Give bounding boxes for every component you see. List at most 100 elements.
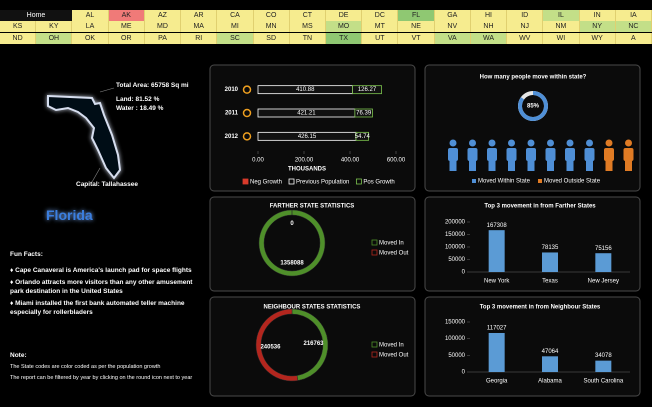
- state-cell[interactable]: NC: [615, 21, 652, 33]
- x-tick-label: Texas: [542, 279, 558, 285]
- state-cell[interactable]: KY: [36, 21, 73, 33]
- data-label: 78135: [542, 245, 559, 251]
- state-cell[interactable]: DE: [326, 10, 363, 21]
- state-cell[interactable]: CO: [253, 10, 290, 21]
- person-icon: [625, 160, 632, 171]
- state-cell[interactable]: ND: [0, 32, 37, 44]
- state-cell[interactable]: WY: [579, 32, 616, 44]
- state-cell[interactable]: NH: [470, 21, 508, 33]
- state-cell[interactable]: CA: [217, 10, 254, 21]
- state-cell[interactable]: OR: [108, 32, 145, 44]
- x-tick-label: South Carolina: [583, 379, 623, 385]
- leader-line: [91, 167, 101, 183]
- legend-label: Moved Out: [379, 251, 409, 257]
- state-cell[interactable]: LA: [72, 21, 109, 33]
- legend-swatch: [371, 351, 378, 358]
- y-tick-label: 50000: [448, 257, 465, 263]
- state-cell[interactable]: OK: [72, 32, 109, 44]
- state-cell[interactable]: NJ: [507, 21, 544, 33]
- chart-title: Top 3 movement in from Neighbour States: [480, 305, 601, 311]
- state-cell[interactable]: WI: [543, 32, 580, 44]
- year-filter[interactable]: [242, 108, 252, 118]
- state-cell[interactable]: NY: [579, 21, 616, 33]
- data-label: 117027: [487, 326, 507, 332]
- state-cell[interactable]: IA: [615, 10, 652, 21]
- state-cell[interactable]: AR: [181, 10, 218, 21]
- fun-facts-title: Fun Facts:: [10, 251, 43, 258]
- state-cell[interactable]: MS: [289, 21, 326, 33]
- state-cell[interactable]: MI: [217, 21, 254, 33]
- state-cell[interactable]: PA: [144, 32, 182, 44]
- y-tick-label: 2010: [225, 87, 239, 93]
- data-label: 421.21: [297, 111, 316, 117]
- home-button[interactable]: Home: [0, 10, 72, 21]
- state-cell[interactable]: SC: [217, 32, 254, 44]
- state-cell[interactable]: SD: [253, 32, 290, 44]
- state-cell[interactable]: NV: [434, 21, 471, 33]
- person-icon: [449, 139, 457, 147]
- state-cell[interactable]: IL: [543, 10, 580, 21]
- person-icon: [545, 148, 556, 161]
- legend-label: Moved In: [379, 241, 404, 247]
- state-cell[interactable]: VA: [434, 32, 471, 44]
- fun-fact: ♦ Miami installed the first bank automat…: [10, 300, 185, 316]
- person-icon: [565, 148, 575, 161]
- state-cell[interactable]: OH: [36, 32, 73, 44]
- x-tick-label: New Jersey: [588, 279, 619, 285]
- y-tick-label: 200000: [445, 220, 466, 226]
- legend-label: Moved Within State: [478, 179, 531, 185]
- person-icon: [508, 139, 515, 147]
- state-cell[interactable]: HI: [470, 10, 508, 21]
- state-cell[interactable]: A: [615, 32, 652, 44]
- fun-facts: ♦ Cape Canaveral is America's launch pad…: [10, 266, 205, 317]
- x-tick-label: 0.00: [252, 158, 264, 164]
- state-cell[interactable]: FL: [398, 10, 435, 21]
- year-filter[interactable]: [242, 132, 252, 141]
- state-cell[interactable]: VT: [398, 32, 435, 44]
- x-tick-label: Alabama: [538, 379, 562, 385]
- state-cell[interactable]: RI: [181, 32, 218, 44]
- state-cell[interactable]: MD: [144, 21, 182, 33]
- state-cell[interactable]: ME: [108, 21, 145, 33]
- state-cell[interactable]: KS: [0, 21, 37, 33]
- state-cell[interactable]: NM: [543, 21, 580, 33]
- state-cell[interactable]: WA: [470, 32, 508, 44]
- state-cell[interactable]: TX: [326, 32, 363, 44]
- state-cell[interactable]: MA: [181, 21, 218, 33]
- state-cell[interactable]: GA: [434, 10, 471, 21]
- state-cell[interactable]: ID: [507, 10, 544, 21]
- state-cell[interactable]: CT: [289, 10, 326, 21]
- person-icon: [469, 160, 476, 171]
- state-cell[interactable]: MN: [253, 21, 290, 33]
- person-icon: [625, 139, 632, 147]
- state-cell[interactable]: IN: [579, 10, 616, 21]
- state-cell[interactable]: MT: [362, 21, 399, 33]
- total-area: Total Area: 65758 Sq mi: [116, 82, 189, 89]
- state-cell[interactable]: AK: [108, 10, 145, 21]
- year-filter[interactable]: [242, 85, 252, 94]
- state-cell[interactable]: AL: [72, 10, 109, 21]
- panel: [209, 196, 416, 292]
- state-cell[interactable]: WV: [507, 32, 544, 44]
- person-icon: [526, 148, 536, 161]
- legend-label: Moved Outside State: [544, 179, 601, 185]
- data-label: 47064: [542, 349, 559, 355]
- state-cell[interactable]: MO: [326, 21, 363, 33]
- state-cell[interactable]: AZ: [144, 10, 182, 21]
- x-tick-label: 600.00: [387, 158, 406, 164]
- chart-title: How many people move within state?: [480, 75, 587, 81]
- person-icon: [623, 148, 634, 161]
- state-cell[interactable]: DC: [362, 10, 399, 21]
- state-cell[interactable]: NE: [398, 21, 435, 33]
- state-cell[interactable]: UT: [362, 32, 399, 44]
- legend-swatch: [288, 178, 295, 185]
- bar: [354, 108, 373, 118]
- legend-swatch: [371, 239, 378, 246]
- fun-fact: ♦ Cape Canaveral is America's launch pad…: [10, 267, 192, 274]
- state-cell[interactable]: TN: [289, 32, 326, 44]
- legend-label: Moved Out: [379, 353, 409, 359]
- legend-swatch: [472, 179, 476, 183]
- leader-line: [99, 87, 115, 93]
- note-line: The report can be filtered by year by cl…: [10, 375, 193, 381]
